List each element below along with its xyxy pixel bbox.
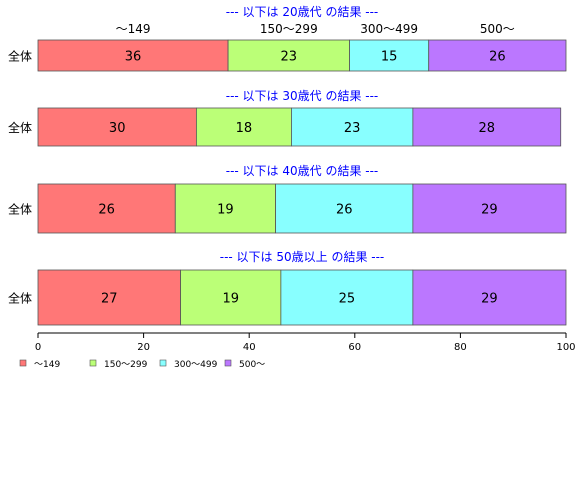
bar-segment <box>37 107 197 147</box>
data-label: 30 <box>109 121 126 136</box>
legend-label: 500～ <box>239 360 265 370</box>
x-tick-label: 20 <box>137 342 150 353</box>
x-axis: 0 20 40 60 80 100 <box>35 332 576 353</box>
legend-swatch <box>19 359 27 367</box>
data-label: 26 <box>336 203 353 218</box>
panel-2: --- 以下は 40歳代 の結果 --- 全体 26 19 26 29 <box>8 164 567 234</box>
panel-title: --- 以下は 20歳代 の結果 --- <box>226 5 379 19</box>
row-label: 全体 <box>8 291 32 306</box>
legend-label: 300～499 <box>174 360 218 370</box>
row-label: 全体 <box>8 120 32 135</box>
legend: ～149 150～299 300～499 500～ <box>19 359 265 370</box>
bar-segment <box>280 269 414 326</box>
bar-segment <box>174 183 276 234</box>
panel-3: --- 以下は 50歳以上 の結果 --- 全体 27 19 25 29 <box>8 250 567 326</box>
bar-segment <box>428 39 567 72</box>
bar-segment <box>37 269 181 326</box>
panel-1: --- 以下は 30歳代 の結果 --- 全体 30 18 23 28 <box>8 89 562 147</box>
legend-swatch <box>89 359 97 367</box>
data-label: 18 <box>236 121 253 136</box>
category-header: 300～499 <box>360 22 418 36</box>
bar-segment <box>412 107 562 147</box>
bar-segment <box>291 107 414 147</box>
bar-segment <box>349 39 430 72</box>
bar-segment <box>412 183 567 234</box>
row-label: 全体 <box>8 202 32 217</box>
legend-swatch <box>159 359 167 367</box>
data-label: 28 <box>479 121 496 136</box>
bar-segment <box>180 269 282 326</box>
data-label: 29 <box>481 292 498 307</box>
row-label: 全体 <box>8 49 32 64</box>
data-label: 19 <box>222 292 239 307</box>
data-label: 26 <box>98 203 115 218</box>
bar-segment <box>195 107 292 147</box>
data-label: 19 <box>217 203 234 218</box>
bar-segment <box>227 39 350 72</box>
legend-label: ～149 <box>34 360 60 370</box>
data-label: 23 <box>344 121 361 136</box>
legend-label: 150～299 <box>104 360 148 370</box>
category-header: 150～299 <box>260 22 318 36</box>
panel-title: --- 以下は 50歳以上 の結果 --- <box>220 250 385 264</box>
data-label: 27 <box>101 292 118 307</box>
panel-title: --- 以下は 40歳代 の結果 --- <box>226 164 379 178</box>
category-header: ～149 <box>116 22 151 36</box>
bar-segment <box>412 269 567 326</box>
data-label: 23 <box>281 50 298 65</box>
legend-swatch <box>224 359 232 367</box>
x-tick-label: 100 <box>556 342 575 353</box>
data-label: 29 <box>481 203 498 218</box>
panel-title: --- 以下は 30歳代 の結果 --- <box>226 89 379 103</box>
panel-0: --- 以下は 20歳代 の結果 --- 全体 36 ～149 23 150～299 15 3… <box>8 5 567 72</box>
x-tick-label: 40 <box>243 342 256 353</box>
data-label: 26 <box>489 50 506 65</box>
data-label: 36 <box>125 50 142 65</box>
data-label: 15 <box>381 50 398 65</box>
x-tick-label: 80 <box>454 342 467 353</box>
x-tick-label: 0 <box>35 342 41 353</box>
category-header: 500～ <box>480 22 515 36</box>
bar-segment <box>37 183 176 234</box>
x-tick-label: 60 <box>348 342 361 353</box>
chart-panels: --- 以下は 20歳代 の結果 --- 全体 36 ～149 23 150～299 15 3… <box>8 5 567 326</box>
bar-segment <box>37 39 229 72</box>
data-label: 25 <box>339 292 356 307</box>
